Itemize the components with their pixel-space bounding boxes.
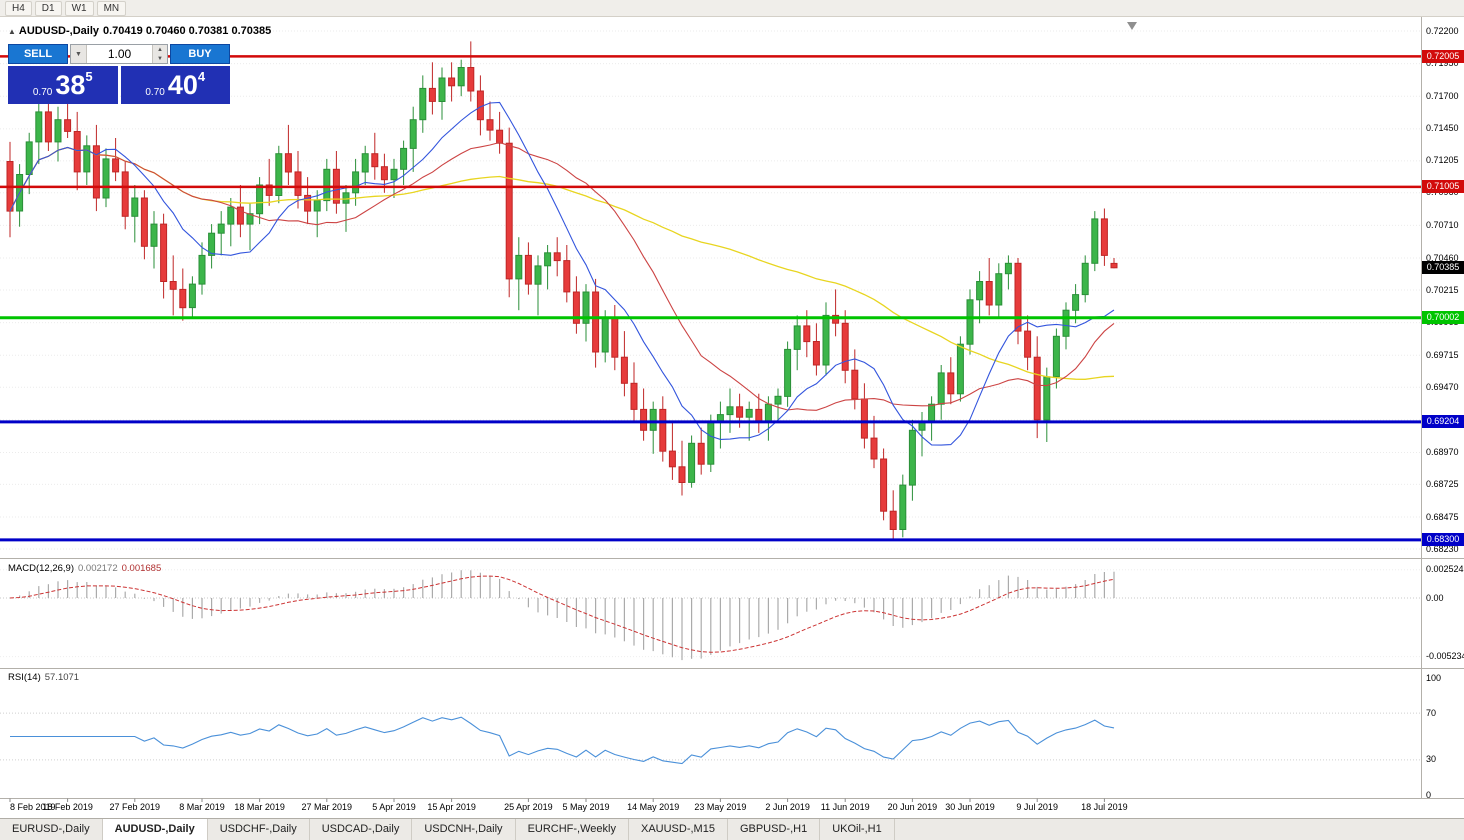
buy-price-prefix: 0.70 [145,87,165,98]
price-axis-tick: 0.72200 [1426,25,1459,36]
timeframe-toolbar: H4 D1 W1 MN [0,0,1464,17]
volume-spinner-up-icon[interactable]: ▲ [153,45,167,54]
time-axis-label: 5 Apr 2019 [372,802,416,812]
timeframe-button-h4[interactable]: H4 [5,0,32,16]
price-axis-tick: 0.69470 [1426,381,1459,392]
time-axis-label: 2 Jun 2019 [765,802,810,812]
chart-tab-bar: EURUSD-,Daily AUDUSD-,Daily USDCHF-,Daily U… [0,818,1464,840]
time-axis-label: 18 Mar 2019 [234,802,285,812]
price-axis-tick: 0.69715 [1426,349,1459,360]
time-axis-label: 20 Jun 2019 [887,802,938,812]
time-axis-label: 27 Mar 2019 [301,802,353,812]
chart-ohlc-values: 0.70419 0.70460 0.70381 0.70385 [103,25,272,37]
chart-title: ▲ AUDUSD-,Daily 0.70419 0.70460 0.70381 0.… [8,25,271,37]
time-axis-label: 15 Apr 2019 [427,802,476,812]
timeframe-button-mn[interactable]: MN [96,0,127,16]
volume-input[interactable]: 1.00 [107,47,132,61]
price-axis-tick: 0.71950 [1426,58,1459,69]
time-axis-label: 8 Feb 2019 [10,802,56,812]
buy-price-big-digits: 40 [167,70,198,100]
sell-price-prefix: 0.70 [32,87,53,98]
sell-price-big-digits: 38 [55,70,86,100]
tab-xauusd-m15[interactable]: XAUUSD-,M15 [629,819,728,840]
tab-usdcnh-daily[interactable]: USDCNH-,Daily [412,819,516,840]
price-axis-tick: 0.70215 [1426,284,1459,295]
sell-price-pipette: 5 [85,69,93,84]
one-click-trading-panel: SELL ▼ 1.00 ▲ ▼ BUY 0.70 38 5 0.70 40 4 [8,44,230,104]
volume-spinner-down-icon[interactable]: ▼ [153,54,167,63]
time-axis-label: 5 May 2019 [562,802,610,812]
tab-eurchf-weekly[interactable]: EURCHF-,Weekly [516,819,629,840]
price-axis-tick: 0.70460 [1426,252,1459,263]
time-axis-label: 8 Mar 2019 [179,802,225,812]
buy-price-pipette: 4 [197,69,206,84]
volume-spinner: ▲ ▼ [152,45,167,63]
volume-control: ▼ 1.00 ▲ ▼ [70,44,168,64]
price-axis-tick: 0.71450 [1426,123,1459,134]
current-price-label: 0.70385 [1422,261,1464,275]
macd-indicator-label: MACD(12,26,9) 0.002172 0.001685 [8,563,162,574]
time-axis-label: 9 Jul 2019 [1016,802,1058,812]
macd-axis-tick: 0.002524 [1426,564,1464,575]
tab-ukoil-h1[interactable]: UKOil-,H1 [820,819,895,840]
price-axis-tick: 0.71700 [1426,90,1459,101]
sell-price-button[interactable]: 0.70 38 5 [8,66,118,104]
chart-shift-marker-icon [1127,22,1137,30]
rsi-indicator-label: RSI(14) 57.1071 [8,672,80,683]
price-axis-tick: 0.68725 [1426,478,1459,489]
time-axis-label: 30 Jun 2019 [945,802,995,812]
time-axis-label: 18 Jul 2019 [1081,802,1128,812]
macd-axis-tick: -0.005234 [1426,651,1464,662]
price-axis-tick: 0.68475 [1426,511,1459,522]
rsi-axis-tick: 100 [1426,672,1442,683]
price-axis-tick: 0.70710 [1426,219,1459,230]
sell-button[interactable]: SELL [8,44,68,64]
price-axis-tick: 0.71205 [1426,155,1459,166]
price-axis-tick: 0.68970 [1426,446,1459,457]
buy-price-button[interactable]: 0.70 40 4 [120,66,230,104]
rsi-axis-tick: 30 [1426,754,1437,765]
price-level-label: 0.72005 [1422,49,1464,63]
volume-dropdown-icon[interactable]: ▼ [71,45,87,63]
price-level-label: 0.71005 [1422,180,1464,194]
macd-axis-tick: 0.00 [1426,592,1444,603]
time-axis-label: 14 May 2019 [627,802,680,812]
tab-eurusd-daily[interactable]: EURUSD-,Daily [0,819,103,840]
price-level-label: 0.70002 [1422,311,1464,325]
tab-gbpusd-h1[interactable]: GBPUSD-,H1 [728,819,821,840]
rsi-axis-tick: 0 [1426,789,1432,800]
price-level-label: 0.68300 [1422,533,1464,547]
timeframe-button-d1[interactable]: D1 [34,0,62,16]
chart-symbol-label: AUDUSD-,Daily [18,25,99,37]
time-axis-label: 25 Apr 2019 [504,802,553,812]
time-axis-label: 27 Feb 2019 [109,802,161,812]
tab-usdchf-daily[interactable]: USDCHF-,Daily [208,819,310,840]
price-level-label: 0.69204 [1422,415,1464,429]
oneclick-collapse-icon[interactable]: ▲ [8,27,16,36]
price-axis-tick: 0.68230 [1426,543,1459,554]
tab-audusd-daily[interactable]: AUDUSD-,Daily [102,819,208,840]
time-axis-label: 18 Feb 2019 [42,802,93,812]
time-axis-label: 23 May 2019 [694,802,747,812]
rsi-axis-tick: 70 [1426,707,1437,718]
tab-usdcad-daily[interactable]: USDCAD-,Daily [310,819,413,840]
time-axis-label: 11 Jun 2019 [820,802,870,812]
buy-button[interactable]: BUY [170,44,230,64]
timeframe-button-w1[interactable]: W1 [64,0,94,16]
